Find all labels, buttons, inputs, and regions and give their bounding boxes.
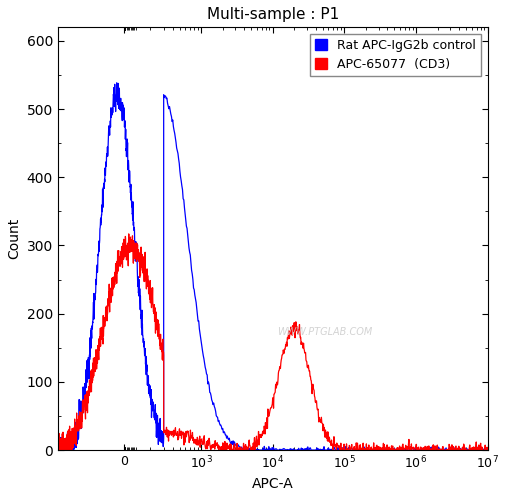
Line: APC-65077  (CD3): APC-65077 (CD3) — [58, 234, 487, 450]
Line: Rat APC-IgG2b control: Rat APC-IgG2b control — [58, 83, 487, 450]
Text: WWW.PTGLAB.COM: WWW.PTGLAB.COM — [276, 327, 371, 337]
Rat APC-IgG2b control — [62, 447, 68, 453]
Rat APC-IgG2b control — [457, 446, 463, 452]
Rat APC-IgG2b control — [59, 440, 65, 446]
APC-65077  (CD3) — [55, 447, 61, 453]
APC-65077  (CD3) — [135, 248, 141, 254]
Rat APC-IgG2b control — [55, 444, 61, 450]
APC-65077  (CD3) — [476, 447, 482, 453]
APC-65077  (CD3) — [484, 446, 490, 452]
Rat APC-IgG2b control — [114, 80, 120, 86]
Rat APC-IgG2b control — [89, 320, 95, 326]
Rat APC-IgG2b control — [129, 211, 135, 217]
Rat APC-IgG2b control — [320, 444, 326, 450]
X-axis label: APC-A: APC-A — [251, 477, 293, 491]
APC-65077  (CD3) — [215, 447, 221, 453]
Rat APC-IgG2b control — [484, 447, 490, 453]
APC-65077  (CD3) — [125, 231, 131, 237]
Legend: Rat APC-IgG2b control, APC-65077  (CD3): Rat APC-IgG2b control, APC-65077 (CD3) — [310, 33, 480, 76]
APC-65077  (CD3) — [180, 432, 186, 438]
APC-65077  (CD3) — [55, 440, 61, 446]
APC-65077  (CD3) — [103, 308, 109, 314]
Y-axis label: Count: Count — [7, 218, 21, 259]
Title: Multi-sample : P1: Multi-sample : P1 — [206, 7, 338, 22]
Rat APC-IgG2b control — [55, 447, 61, 453]
APC-65077  (CD3) — [378, 447, 384, 453]
